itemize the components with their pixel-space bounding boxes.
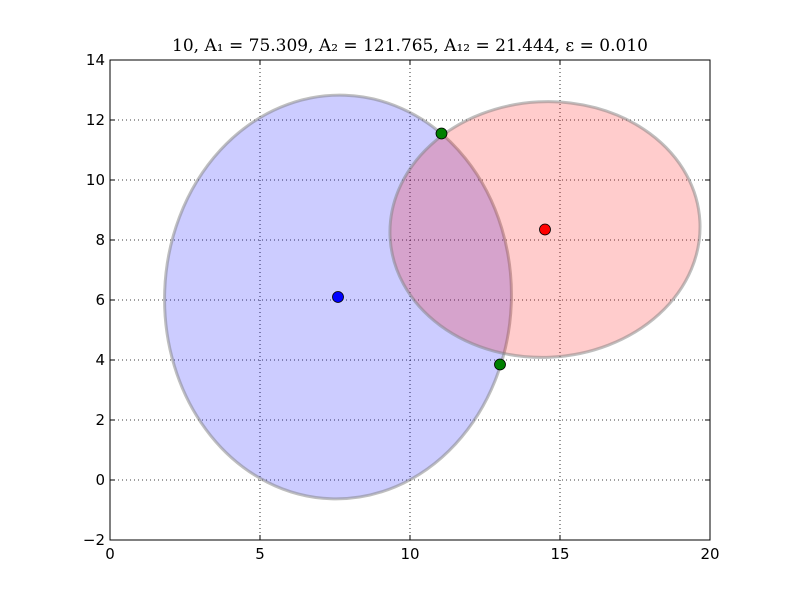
x-tick-label: 10 bbox=[400, 545, 419, 563]
data-point bbox=[332, 291, 344, 303]
data-point bbox=[435, 127, 448, 140]
ellipse-layer bbox=[163, 93, 702, 501]
x-tick-label: 5 bbox=[255, 545, 265, 563]
grid-layer bbox=[110, 60, 710, 540]
x-tick-label: 0 bbox=[105, 545, 115, 563]
y-tick-label: −2 bbox=[83, 531, 105, 549]
x-tick-label: 15 bbox=[550, 545, 569, 563]
point-layer bbox=[332, 127, 551, 371]
y-tick-label: 10 bbox=[86, 171, 105, 189]
y-tick-label: 2 bbox=[95, 411, 105, 429]
data-point bbox=[539, 223, 551, 236]
y-tick-label: 14 bbox=[86, 51, 105, 69]
y-tick-label: 4 bbox=[95, 351, 105, 369]
y-tick-label: 8 bbox=[95, 231, 105, 249]
y-tick-label: 6 bbox=[95, 291, 105, 309]
y-tick-label: 0 bbox=[95, 471, 105, 489]
x-tick-label: 20 bbox=[700, 545, 719, 563]
data-point bbox=[494, 358, 506, 371]
y-tick-label: 12 bbox=[86, 111, 105, 129]
chart-title: 10, A₁ = 75.309, A₂ = 121.765, A₁₂ = 21.… bbox=[172, 36, 648, 56]
